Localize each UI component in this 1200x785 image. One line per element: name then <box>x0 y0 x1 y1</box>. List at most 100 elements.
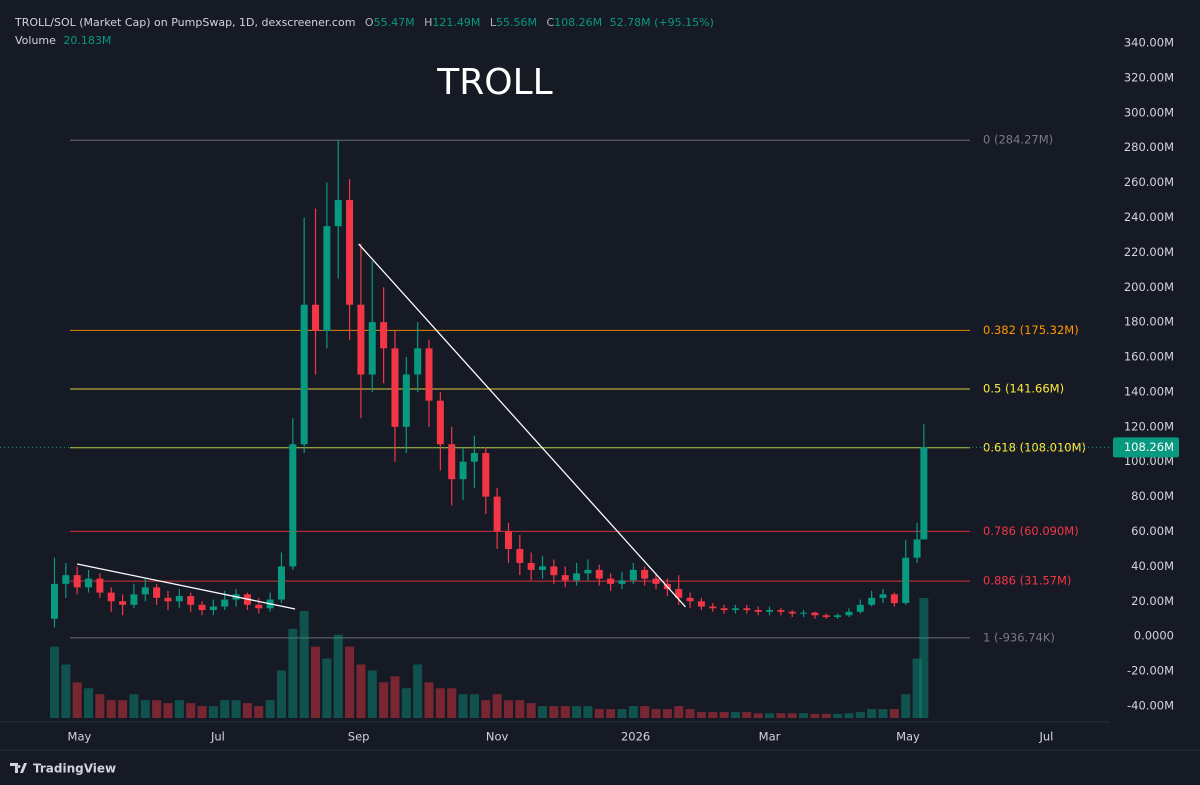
volume-bar <box>254 706 264 718</box>
y-tick-label: 40.00M <box>1131 559 1174 573</box>
volume-bar <box>118 700 128 718</box>
x-tick-label: May <box>896 730 920 744</box>
volume-bar <box>617 709 627 718</box>
volume-bar <box>742 712 752 718</box>
legend-row: Volume 20.183M <box>15 32 714 50</box>
y-tick-label: 200.00M <box>1124 280 1174 294</box>
candle-body <box>141 587 149 595</box>
candle-body <box>175 596 183 602</box>
y-tick-label: 80.00M <box>1131 489 1174 503</box>
x-tick-label: Nov <box>486 730 509 744</box>
volume-bar <box>367 670 377 718</box>
volume-bar <box>49 646 59 718</box>
volume-bar <box>674 706 684 718</box>
last-price-box <box>1113 437 1179 458</box>
candle-body <box>754 610 762 612</box>
brand-logo <box>10 763 27 773</box>
volume-bar <box>61 664 71 718</box>
candle-body <box>686 597 694 602</box>
volume-bar <box>72 682 82 718</box>
volume-bar <box>197 706 207 718</box>
candle-body <box>436 400 444 445</box>
candle-body <box>845 611 853 616</box>
volume-bar <box>549 706 559 718</box>
y-tick-label: 20.00M <box>1131 594 1174 608</box>
candle-body <box>62 575 70 584</box>
brand: TradingView <box>33 762 116 776</box>
volume-bar <box>696 712 706 718</box>
candle-body <box>595 569 603 579</box>
volume-bar <box>458 694 468 718</box>
volume-bar <box>651 709 661 718</box>
candle-body <box>504 531 512 549</box>
candle-body <box>96 578 104 593</box>
volume-bar <box>878 709 888 718</box>
y-tick-label: 120.00M <box>1124 419 1174 433</box>
volume-bar <box>662 709 672 718</box>
y-tick-label: 320.00M <box>1124 70 1174 84</box>
candle-body <box>153 587 161 598</box>
candle-body <box>414 348 422 375</box>
volume-bar <box>435 688 445 718</box>
y-tick-label: 280.00M <box>1124 140 1174 154</box>
y-tick-label: 100.00M <box>1124 454 1174 468</box>
volume-bar <box>594 709 604 718</box>
fib-label: 0.618 (108.010M) <box>983 440 1086 454</box>
candle-body <box>448 444 456 480</box>
fib-label: 1 (-936.74K) <box>983 630 1055 644</box>
volume-bar <box>538 706 548 718</box>
candle-body <box>607 578 615 584</box>
ohlc-value: 55.47M <box>373 16 415 29</box>
volume-bars <box>49 598 929 718</box>
volume-bar <box>401 688 411 718</box>
volume-bar <box>719 712 729 718</box>
x-tick-label: Mar <box>759 730 781 744</box>
candle-body <box>85 578 93 588</box>
candle-body <box>731 608 739 611</box>
x-tick-label: Jul <box>1038 730 1053 744</box>
volume-bar <box>821 713 831 718</box>
volume-bar <box>765 713 775 718</box>
candle-body <box>573 573 581 581</box>
y-tick-label: -20.00M <box>1127 664 1174 678</box>
candle-body <box>198 604 206 611</box>
volume-bar <box>889 709 899 718</box>
volume-bar <box>685 709 695 718</box>
candle-body <box>391 348 399 427</box>
volume-bar <box>708 712 718 718</box>
volume-bar <box>345 646 355 718</box>
candle-body <box>920 447 928 540</box>
volume-bar <box>390 676 400 718</box>
candle-body <box>130 594 138 605</box>
candle-body <box>164 597 172 602</box>
ohlc-key: C <box>546 16 555 29</box>
candle-body <box>50 583 58 619</box>
fib-label: 0.886 (31.57M) <box>983 574 1071 588</box>
y-tick-label: 220.00M <box>1124 245 1174 259</box>
candle-body <box>107 592 115 602</box>
volume-bar <box>242 703 252 718</box>
candle-body <box>482 453 490 497</box>
fib-label: 0.786 (60.090M) <box>983 524 1079 538</box>
candle-body <box>402 374 410 427</box>
candle-body <box>493 496 501 532</box>
ohlc-key: H <box>424 16 433 29</box>
last-price-label: 108.26M <box>1124 440 1174 454</box>
candle-body <box>550 566 558 576</box>
volume-bar <box>560 706 570 718</box>
volume-bar <box>844 713 854 718</box>
volume-bar <box>481 700 491 718</box>
candle-body <box>73 575 81 588</box>
candle-body <box>777 610 785 612</box>
volume-bar <box>492 694 502 718</box>
candle-body <box>618 580 626 584</box>
volume-bar <box>753 713 763 718</box>
candle-body <box>368 322 376 375</box>
change: 52.78M (+95.15%) <box>609 16 714 29</box>
volume-bar <box>276 670 286 718</box>
candle-body <box>834 615 842 618</box>
volume-bar <box>469 694 479 718</box>
candle-body <box>902 557 910 604</box>
fib-label: 0 (284.27M) <box>983 133 1053 147</box>
